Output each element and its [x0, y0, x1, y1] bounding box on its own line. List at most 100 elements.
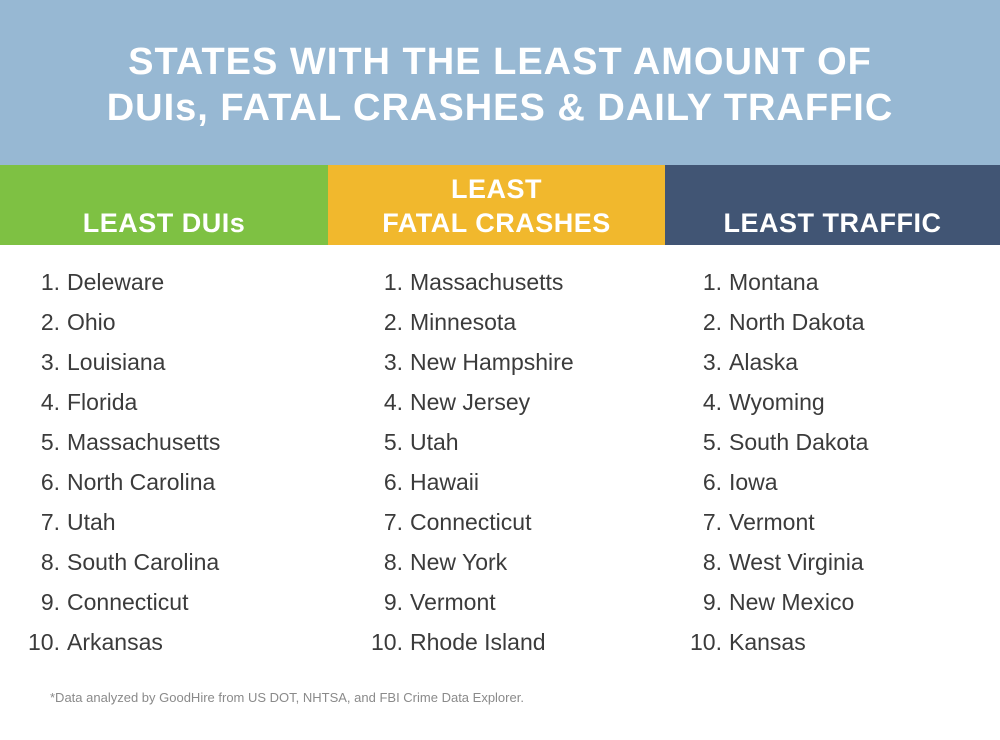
header-least-duis: LEAST DUIs [0, 165, 328, 245]
list-item: 10. Arkansas [20, 622, 220, 662]
list-item: 4. Wyoming [682, 382, 868, 422]
list-item: 8. South Carolina [20, 542, 220, 582]
state-name: Connecticut [67, 589, 189, 615]
header-least-fatal-crashes-label-1: LEAST [450, 174, 542, 204]
least-fatal-crashes-list: 1. Massachusetts 2. Minnesota 3. New Hampshir… [363, 262, 574, 662]
rank-number: 3. [383, 349, 403, 375]
state-name: Vermont [729, 509, 815, 535]
list-item: 10. Rhode Island [363, 622, 574, 662]
rank-number: 6. [40, 469, 60, 495]
list-item: 1. Deleware [20, 262, 220, 302]
state-name: Ohio [67, 309, 116, 335]
page-title-line-2: DUIs, FATAL CRASHES & DAILY TRAFFIC [106, 86, 894, 129]
list-item: 1. Montana [682, 262, 868, 302]
state-name: Florida [67, 389, 138, 415]
rank-number: 5. [40, 429, 60, 455]
rank-number: 7. [702, 509, 722, 535]
list-item: 9. Vermont [363, 582, 574, 622]
state-name: Massachusetts [67, 429, 221, 455]
rank-number: 8. [383, 549, 403, 575]
rank-number: 9. [383, 589, 403, 615]
rank-number: 2. [383, 309, 403, 335]
list-item: 7. Connecticut [363, 502, 574, 542]
list-item: 3. Alaska [682, 342, 868, 382]
state-name: Hawaii [410, 469, 480, 495]
list-item: 2. Ohio [20, 302, 220, 342]
title-banner: STATES WITH THE LEAST AMOUNT OF DUIs, FA… [0, 0, 1000, 165]
state-name: North Carolina [67, 469, 216, 495]
rank-number: 3. [702, 349, 722, 375]
header-least-duis-label: LEAST DUIs [82, 208, 246, 238]
list-item: 2. North Dakota [682, 302, 868, 342]
rank-number: 10. [28, 629, 60, 655]
rank-number: 1. [383, 269, 403, 295]
list-item: 9. New Mexico [682, 582, 868, 622]
rank-number: 4. [702, 389, 722, 415]
state-name: Iowa [729, 469, 778, 495]
rank-number: 5. [702, 429, 722, 455]
list-item: 8. West Virginia [682, 542, 868, 582]
state-name: Alaska [729, 349, 799, 375]
rank-number: 10. [690, 629, 722, 655]
rank-number: 6. [702, 469, 722, 495]
rank-number: 3. [40, 349, 60, 375]
list-item: 6. Iowa [682, 462, 868, 502]
rank-number: 10. [371, 629, 403, 655]
rank-number: 6. [383, 469, 403, 495]
column-headers: LEAST DUIs LEAST FATAL CRASHES LEAST TRA… [0, 165, 1000, 245]
list-item: 6. North Carolina [20, 462, 220, 502]
list-item: 7. Utah [20, 502, 220, 542]
list-item: 9. Connecticut [20, 582, 220, 622]
rank-number: 7. [383, 509, 403, 535]
list-item: 8. New York [363, 542, 574, 582]
list-item: 4. Florida [20, 382, 220, 422]
state-name: New Mexico [729, 589, 855, 615]
state-name: New York [410, 549, 508, 575]
header-least-fatal-crashes: LEAST FATAL CRASHES [328, 165, 665, 245]
state-name: South Dakota [729, 429, 869, 455]
rank-number: 1. [40, 269, 60, 295]
state-name: North Dakota [729, 309, 865, 335]
rank-number: 2. [702, 309, 722, 335]
state-name: Louisiana [67, 349, 166, 375]
list-item: 2. Minnesota [363, 302, 574, 342]
state-name: Arkansas [67, 629, 163, 655]
rank-number: 4. [40, 389, 60, 415]
list-item: 1. Massachusetts [363, 262, 574, 302]
data-source-footnote: *Data analyzed by GoodHire from US DOT, … [50, 690, 524, 705]
state-name: Kansas [729, 629, 806, 655]
list-item: 10. Kansas [682, 622, 868, 662]
state-name: Utah [410, 429, 459, 455]
header-least-traffic-label: LEAST TRAFFIC [723, 208, 942, 238]
state-name: Massachusetts [410, 269, 564, 295]
list-item: 3. Louisiana [20, 342, 220, 382]
list-item: 4. New Jersey [363, 382, 574, 422]
state-name: Wyoming [729, 389, 825, 415]
rank-number: 4. [383, 389, 403, 415]
list-item: 3. New Hampshire [363, 342, 574, 382]
state-name: Rhode Island [410, 629, 546, 655]
rank-number: 7. [40, 509, 60, 535]
state-name: Deleware [67, 269, 165, 295]
list-item: 5. Massachusetts [20, 422, 221, 462]
header-least-traffic: LEAST TRAFFIC [665, 165, 1000, 245]
header-least-fatal-crashes-label-2: FATAL CRASHES [382, 208, 611, 238]
state-name: South Carolina [67, 549, 220, 575]
least-traffic-list: 1. Montana 2. North Dakota 3. Alaska 4. Wyoming… [682, 262, 868, 662]
state-name: Connecticut [410, 509, 532, 535]
rank-number: 1. [702, 269, 722, 295]
state-name: Utah [67, 509, 116, 535]
state-name: New Hampshire [410, 349, 574, 375]
rank-number: 8. [702, 549, 722, 575]
rank-number: 9. [40, 589, 60, 615]
state-name: New Jersey [410, 389, 531, 415]
state-name: Montana [729, 269, 819, 295]
state-name: Vermont [410, 589, 496, 615]
rank-number: 9. [702, 589, 722, 615]
list-item: 7. Vermont [682, 502, 868, 542]
rank-number: 5. [383, 429, 403, 455]
page-title-line-1: STATES WITH THE LEAST AMOUNT OF [128, 40, 872, 83]
rank-number: 2. [40, 309, 60, 335]
list-item: 5. South Dakota [682, 422, 869, 462]
least-duis-list: 1. Deleware 2. Ohio 3. Louisiana 4. Florida 5. Ma… [20, 262, 220, 662]
